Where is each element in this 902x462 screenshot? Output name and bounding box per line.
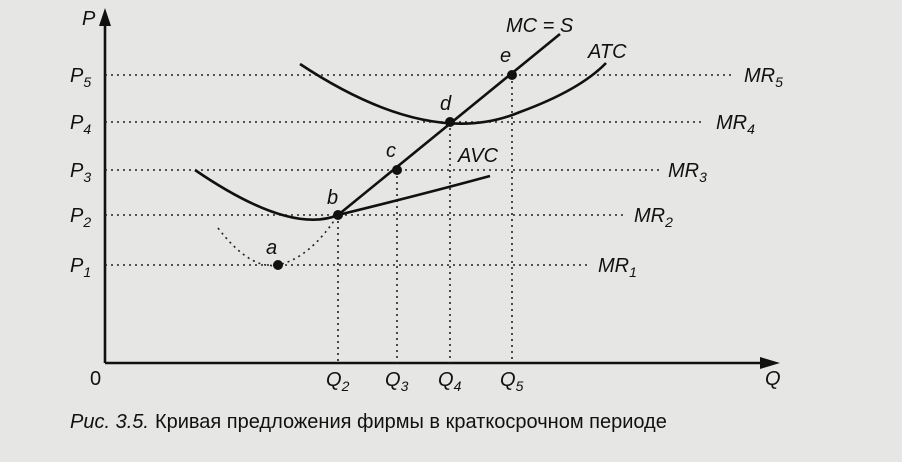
y-arrow xyxy=(99,8,111,26)
point-label: b xyxy=(327,187,338,209)
quantity-label: Q4 xyxy=(438,369,462,394)
point-label: d xyxy=(440,93,452,115)
point xyxy=(333,210,343,220)
quantity-label: Q2 xyxy=(326,369,350,394)
point xyxy=(445,117,455,127)
caption-text: Кривая предложения фирмы в краткосрочном… xyxy=(155,411,667,433)
price-labels: P5 P4 P3 P2 P1 xyxy=(70,65,91,280)
price-label: P5 xyxy=(70,65,91,90)
axes: P 0 Q xyxy=(82,8,781,390)
quantity-lines xyxy=(337,75,513,363)
mr-label: MR4 xyxy=(716,112,755,137)
point xyxy=(507,70,517,80)
point-label: c xyxy=(386,140,396,162)
price-label: P1 xyxy=(70,255,91,280)
quantity-label: Q5 xyxy=(500,369,524,394)
price-lines xyxy=(105,74,735,266)
caption-label: Рис. 3.5. xyxy=(70,411,149,433)
mr-label: MR3 xyxy=(668,160,707,185)
point xyxy=(273,260,283,270)
caption: Рис. 3.5. Кривая предложения фирмы в крат… xyxy=(70,411,667,433)
price-label: P4 xyxy=(70,112,91,137)
mr-label: MR2 xyxy=(634,205,673,230)
price-label: P2 xyxy=(70,205,91,230)
points: a b c d e xyxy=(266,45,517,270)
x-arrow xyxy=(760,357,780,369)
mc-label: MC = S xyxy=(506,15,574,37)
point xyxy=(392,165,402,175)
atc-curve xyxy=(299,62,607,125)
point-label: e xyxy=(500,45,511,67)
avc-label: AVC xyxy=(457,145,499,167)
origin-label: 0 xyxy=(90,368,101,390)
quantity-label: Q3 xyxy=(385,369,409,394)
x-axis-label: Q xyxy=(765,368,781,390)
atc-label: ATC xyxy=(587,41,627,63)
quantity-labels: Q2 Q3 Q4 Q5 xyxy=(326,369,524,394)
mr-label: MR1 xyxy=(598,255,637,280)
point-label: a xyxy=(266,237,277,259)
price-label: P3 xyxy=(70,160,91,185)
mr-label: MR5 xyxy=(744,65,783,90)
y-axis-label: P xyxy=(82,8,96,30)
revenue-labels: MR5 MR4 MR3 MR2 MR1 xyxy=(598,65,783,280)
